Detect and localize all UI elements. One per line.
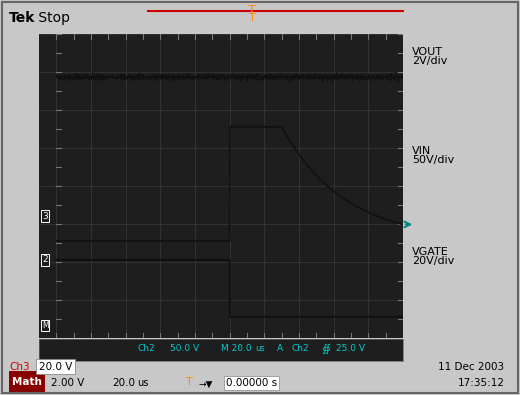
Text: 2V/div: 2V/div	[412, 56, 447, 66]
Text: 20.0 V: 20.0 V	[39, 361, 72, 372]
Text: 50V/div: 50V/div	[412, 155, 454, 165]
Text: Stop: Stop	[34, 11, 70, 25]
Text: VIN: VIN	[412, 146, 431, 156]
Text: Tek: Tek	[9, 11, 36, 25]
Text: Ch2: Ch2	[292, 344, 309, 353]
Text: 0.00000 s: 0.00000 s	[226, 378, 277, 388]
Text: VGATE: VGATE	[412, 247, 449, 257]
Text: M 20.0: M 20.0	[221, 344, 252, 353]
Text: 17:35:12: 17:35:12	[458, 378, 504, 388]
Text: Ch2: Ch2	[137, 344, 155, 353]
Text: 2: 2	[43, 255, 48, 264]
Text: 2.00 V: 2.00 V	[51, 378, 84, 388]
Text: 11 Dec 2003: 11 Dec 2003	[438, 361, 504, 372]
Text: T: T	[249, 4, 256, 17]
Text: T: T	[249, 13, 255, 23]
Text: 3: 3	[42, 212, 48, 220]
Text: VOUT: VOUT	[412, 47, 443, 57]
Text: →▼: →▼	[199, 380, 213, 388]
Text: 20V/div: 20V/div	[412, 256, 454, 265]
Text: ∯: ∯	[321, 344, 330, 354]
Text: 20.0: 20.0	[112, 378, 135, 388]
Text: Math: Math	[12, 376, 42, 387]
Text: A: A	[278, 344, 283, 353]
Text: T: T	[186, 377, 193, 387]
Text: 50.0 V: 50.0 V	[170, 344, 199, 353]
Text: M: M	[42, 321, 48, 330]
Text: us: us	[255, 344, 265, 353]
Text: Ch3: Ch3	[9, 361, 30, 372]
Text: us: us	[137, 378, 148, 388]
Text: 25.0 V: 25.0 V	[335, 344, 365, 353]
